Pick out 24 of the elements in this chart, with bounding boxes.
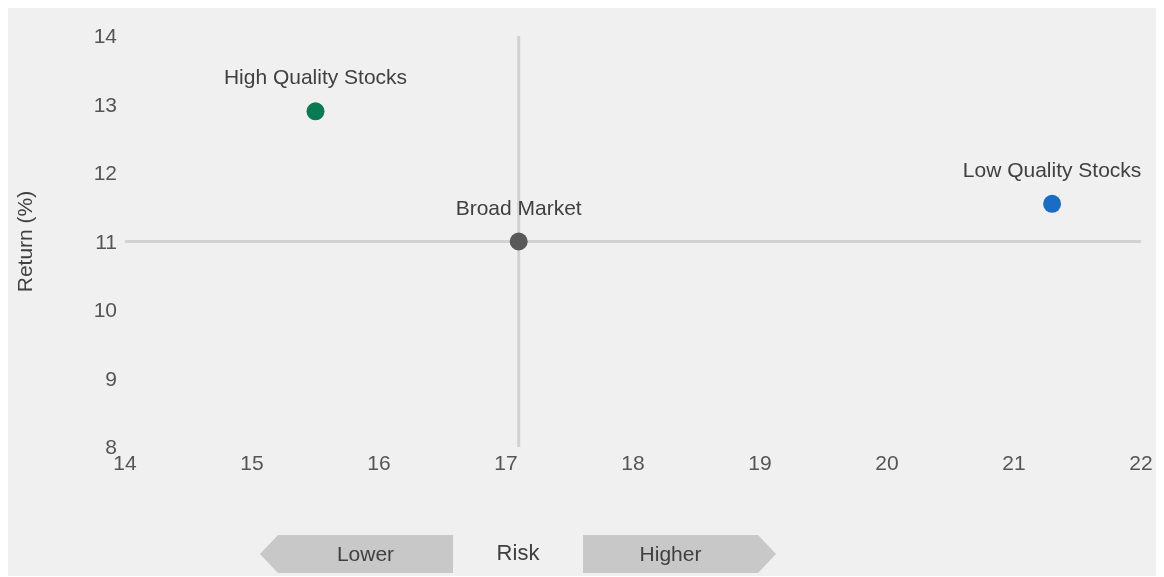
y-tick-label: 12: [93, 161, 117, 185]
point: [1043, 194, 1062, 213]
x-tick-label: 18: [621, 450, 645, 474]
text: Lower: [335, 542, 396, 566]
x-tick-label: 22: [1129, 450, 1153, 474]
point: [306, 102, 325, 121]
x-tick-label: 20: [875, 450, 899, 474]
x-tick-label: 21: [1002, 450, 1026, 474]
y-tick-label: 11: [95, 229, 117, 253]
y-tick-label: 9: [105, 366, 117, 390]
series-label: Broad Market: [455, 195, 582, 219]
series-label: High Quality Stocks: [223, 65, 408, 89]
y-tick-label: 13: [93, 92, 117, 116]
x-tick-label: 17: [494, 450, 518, 474]
series-label: Low Quality Stocks: [962, 157, 1142, 181]
y-axis-title: Return (%): [13, 190, 37, 293]
x-tick-label: 16: [367, 450, 391, 474]
y-tick-label: 14: [93, 24, 118, 48]
x-tick-label: 15: [240, 450, 264, 474]
y-tick-label: 10: [93, 298, 117, 322]
x-axis-title: Risk: [495, 540, 541, 566]
text: Higher: [638, 542, 703, 566]
x-tick-label: 19: [748, 450, 772, 474]
point: [509, 232, 528, 251]
